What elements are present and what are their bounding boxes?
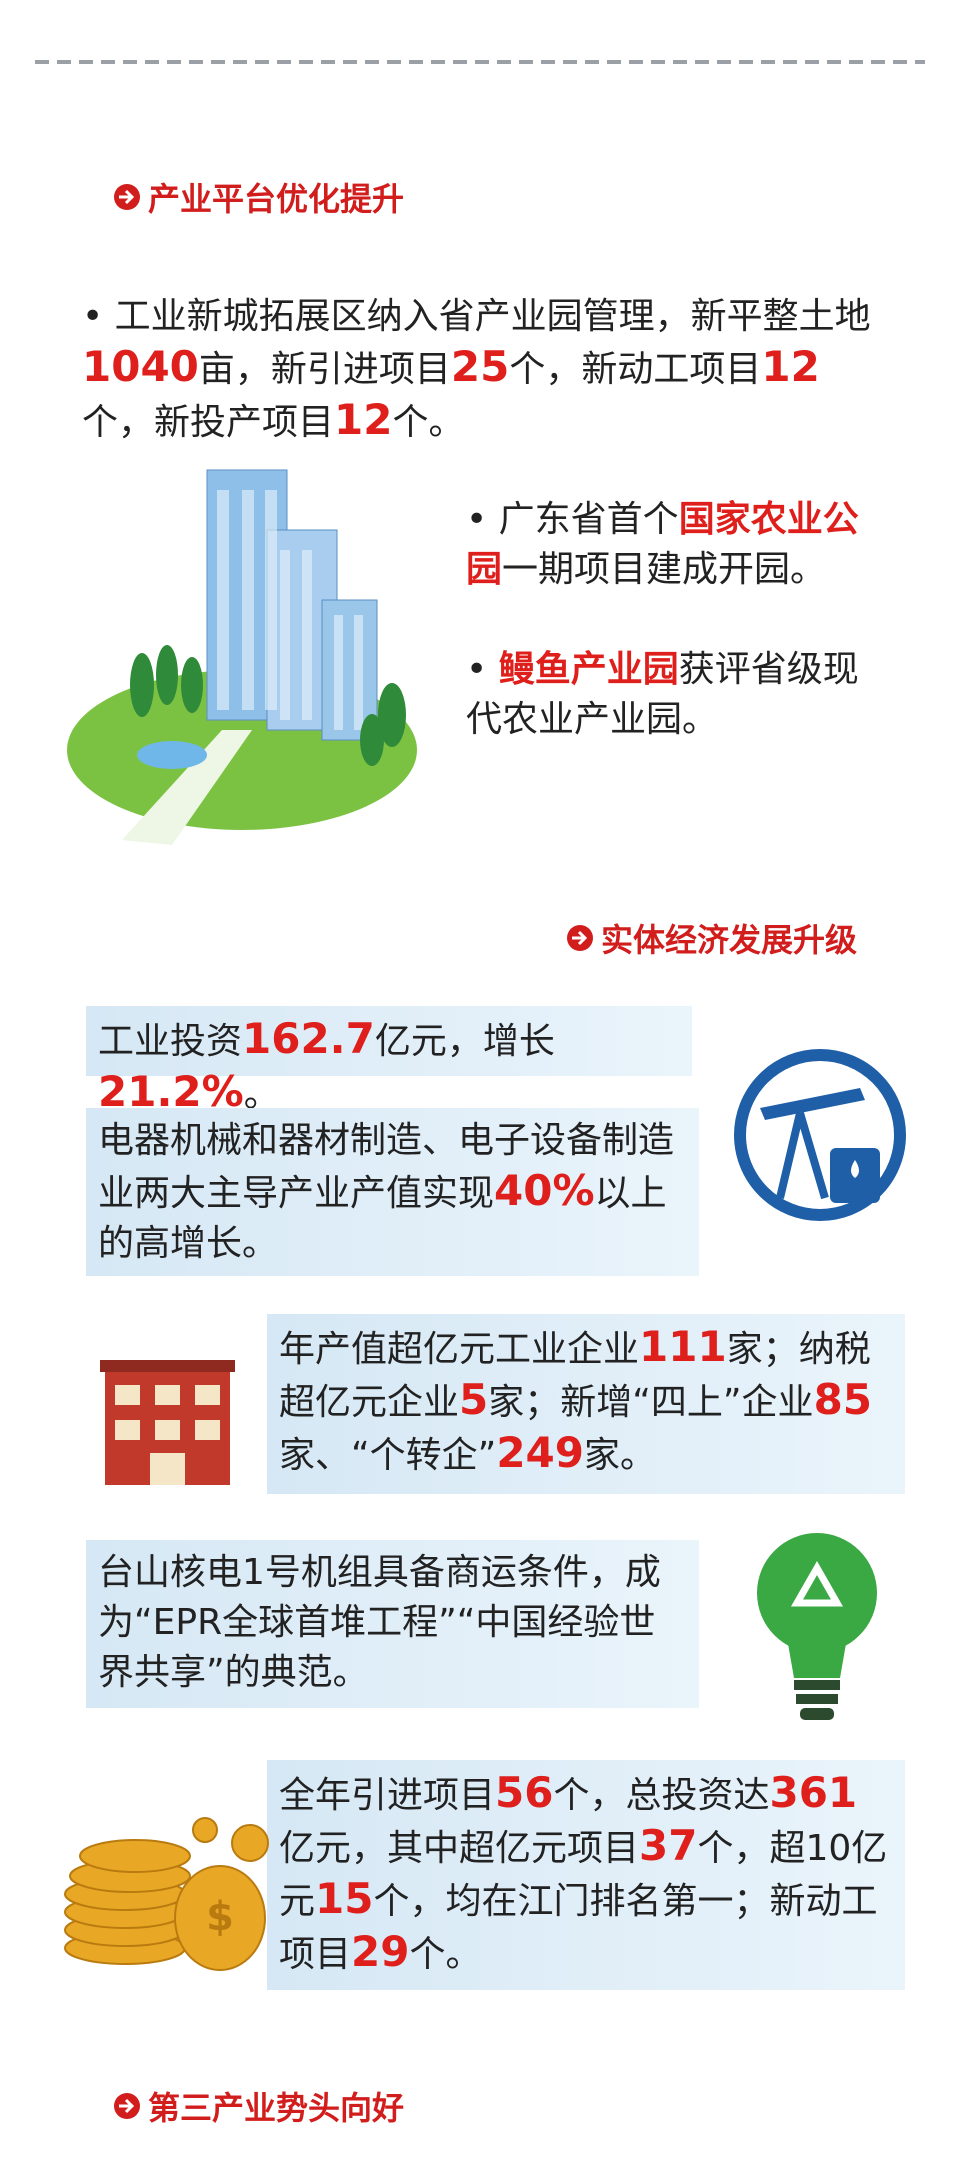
- bulb-icon: [757, 1533, 877, 1720]
- highlight-text: 1040: [82, 342, 199, 391]
- highlight-text: 85: [813, 1375, 873, 1424]
- oil-icon: [734, 1049, 906, 1221]
- body-text: 个，新动工项目: [509, 349, 762, 390]
- body-text: 以上的高增长。: [98, 1173, 667, 1264]
- highlight-text: 鳗鱼产业园: [498, 649, 679, 690]
- body-text: • 广东省首个: [466, 499, 679, 540]
- info-box: 全年引进项目56个，总投资达361 亿元，其中超亿元项目37个，超10亿元15个，…: [267, 1760, 905, 1990]
- highlight-text: 5: [459, 1375, 489, 1424]
- highlight-text: 37: [639, 1821, 698, 1870]
- highlight-text: 111: [639, 1322, 727, 1371]
- body-text: 家、“个转企”: [279, 1435, 497, 1476]
- highlight-text: 162.7: [242, 1014, 375, 1063]
- body-text: 个。: [392, 402, 465, 443]
- heading-icon: [567, 925, 593, 951]
- building-icon: [100, 1360, 235, 1485]
- body-text: 个，总投资达: [553, 1775, 770, 1816]
- highlight-text: 56: [495, 1768, 554, 1817]
- heading-text: 第三产业势头向好: [148, 2089, 405, 2127]
- highlight-text: 249: [496, 1428, 584, 1477]
- svg-text:$: $: [206, 1894, 234, 1940]
- body-text: 个，超10亿元: [279, 1828, 888, 1922]
- body-text: 电器机械和器材制造、电子设备制造业两大主导产业产值实现: [98, 1120, 675, 1214]
- section-heading: 实体经济发展升级: [565, 915, 857, 961]
- body-text: 家；新增“四上”企业: [488, 1382, 814, 1423]
- info-box: 电器机械和器材制造、电子设备制造业两大主导产业产值实现40%以上的高增长。: [86, 1108, 699, 1276]
- info-box: 年产值超亿元工业企业111家；纳税超亿元企业5家；新增“四上”企业85 家、“个转…: [267, 1314, 905, 1494]
- section-heading: 第三产业势头向好: [112, 2083, 404, 2129]
- body-text: 全年引进项目: [279, 1775, 496, 1816]
- highlight-text: 12: [334, 395, 393, 444]
- heading-icon: [114, 184, 140, 210]
- divider: [35, 60, 925, 64]
- body-text: 工业投资: [98, 1021, 243, 1062]
- paragraph: • 鳗鱼产业园获评省级现代农业产业园。: [466, 645, 876, 745]
- buildings-illustration: [67, 469, 417, 845]
- highlight-text: 25: [450, 342, 510, 391]
- heading-text: 产业平台优化提升: [148, 180, 405, 218]
- info-box: 工业投资162.7亿元，增长21.2%。: [86, 1006, 692, 1116]
- body-text: 台山核电1号机组具备商运条件，成为“EPR全球首堆工程”“中国经验世界共享”的典…: [98, 1552, 661, 1693]
- highlight-text: 21.2%: [98, 1067, 244, 1116]
- body-text: 一期项目建成开园。: [502, 549, 827, 590]
- highlight-text: 15: [315, 1874, 374, 1923]
- heading-text: 实体经济发展升级: [601, 921, 858, 959]
- section-heading: 产业平台优化提升: [112, 174, 404, 220]
- body-text: 亿元，增长: [374, 1021, 555, 1062]
- highlight-text: 29: [351, 1927, 410, 1976]
- highlight-text: 国家农业公园: [466, 499, 859, 590]
- body-text: 亿元，其中超亿元项目: [279, 1828, 640, 1869]
- paragraph: • 广东省首个国家农业公园一期项目建成开园。: [466, 495, 876, 595]
- body-text: 亩，新引进项目: [198, 349, 451, 390]
- heading-icon: [114, 2093, 140, 2119]
- paragraph: • 工业新城拓展区纳入省产业园管理，新平整土地 1040亩，新引进项目25个，新动…: [82, 292, 882, 448]
- highlight-text: 361: [769, 1768, 858, 1817]
- body-text: 个。: [409, 1934, 482, 1975]
- body-text: 个，新投产项目: [82, 402, 335, 443]
- body-text: • 工业新城拓展区纳入省产业园管理，新平整土地: [82, 296, 871, 337]
- highlight-text: 12: [761, 342, 820, 391]
- info-box: 台山核电1号机组具备商运条件，成为“EPR全球首堆工程”“中国经验世界共享”的典…: [86, 1540, 699, 1708]
- coins-icon: $: [64, 1817, 269, 1971]
- body-text: 年产值超亿元工业企业: [279, 1329, 640, 1370]
- body-text: •: [466, 649, 499, 690]
- body-text: 个，均在江门排名第一；新动工项目: [279, 1881, 878, 1975]
- body-text: 家；纳税超亿元企业: [279, 1329, 871, 1423]
- body-text: 家。: [583, 1435, 656, 1476]
- highlight-text: 40%: [494, 1166, 595, 1215]
- body-text: 获评省级现代农业产业园。: [466, 649, 859, 740]
